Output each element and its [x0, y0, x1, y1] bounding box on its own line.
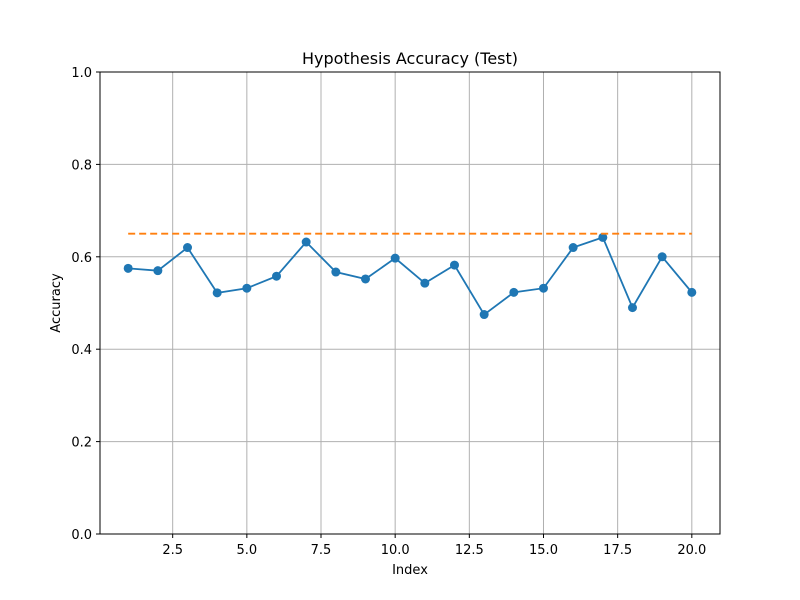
x-tick-label: 20.0	[677, 543, 706, 558]
x-tick-label: 10.0	[381, 543, 410, 558]
ticks: 2.5 5.0 7.5 10.0 12.5 15.0 17.5 20.0 0.0 0.2 0.4 0.…	[71, 66, 706, 558]
x-tick-label: 7.5	[311, 543, 332, 558]
data-point	[420, 278, 430, 288]
data-point	[123, 263, 133, 273]
y-axis-label: Accuracy	[49, 273, 64, 333]
data-point	[687, 287, 697, 297]
x-tick-label: 15.0	[529, 543, 558, 558]
data-point	[598, 232, 608, 242]
x-tick-label: 2.5	[162, 543, 183, 558]
series-layer	[123, 232, 697, 320]
data-point	[361, 274, 371, 284]
y-tick-label: 0.0	[71, 528, 92, 543]
data-point	[627, 303, 637, 313]
accuracy-line	[128, 236, 693, 316]
y-tick-label: 0.2	[71, 436, 92, 451]
data-point	[568, 243, 578, 253]
x-tick-label: 12.5	[455, 543, 484, 558]
data-point	[390, 253, 400, 263]
plot-frame	[99, 71, 721, 535]
data-point	[449, 260, 459, 270]
data-point	[657, 252, 667, 262]
data-point	[331, 267, 341, 277]
data-point	[509, 287, 519, 297]
y-tick-label: 1.0	[71, 66, 92, 81]
y-tick-label: 0.4	[71, 343, 92, 358]
y-tick-label: 0.6	[71, 251, 92, 266]
data-point	[538, 283, 548, 293]
data-point	[153, 266, 163, 276]
data-point	[479, 310, 489, 320]
data-point	[242, 283, 252, 293]
x-tick-label: 17.5	[603, 543, 632, 558]
x-tick-label: 5.0	[236, 543, 257, 558]
data-point	[272, 271, 282, 281]
data-point	[212, 288, 222, 298]
data-point	[301, 237, 311, 247]
y-tick-label: 0.8	[71, 158, 92, 173]
data-point	[183, 243, 193, 253]
x-axis-label: Index	[392, 563, 428, 578]
chart-title: Hypothesis Accuracy (Test)	[302, 49, 518, 68]
